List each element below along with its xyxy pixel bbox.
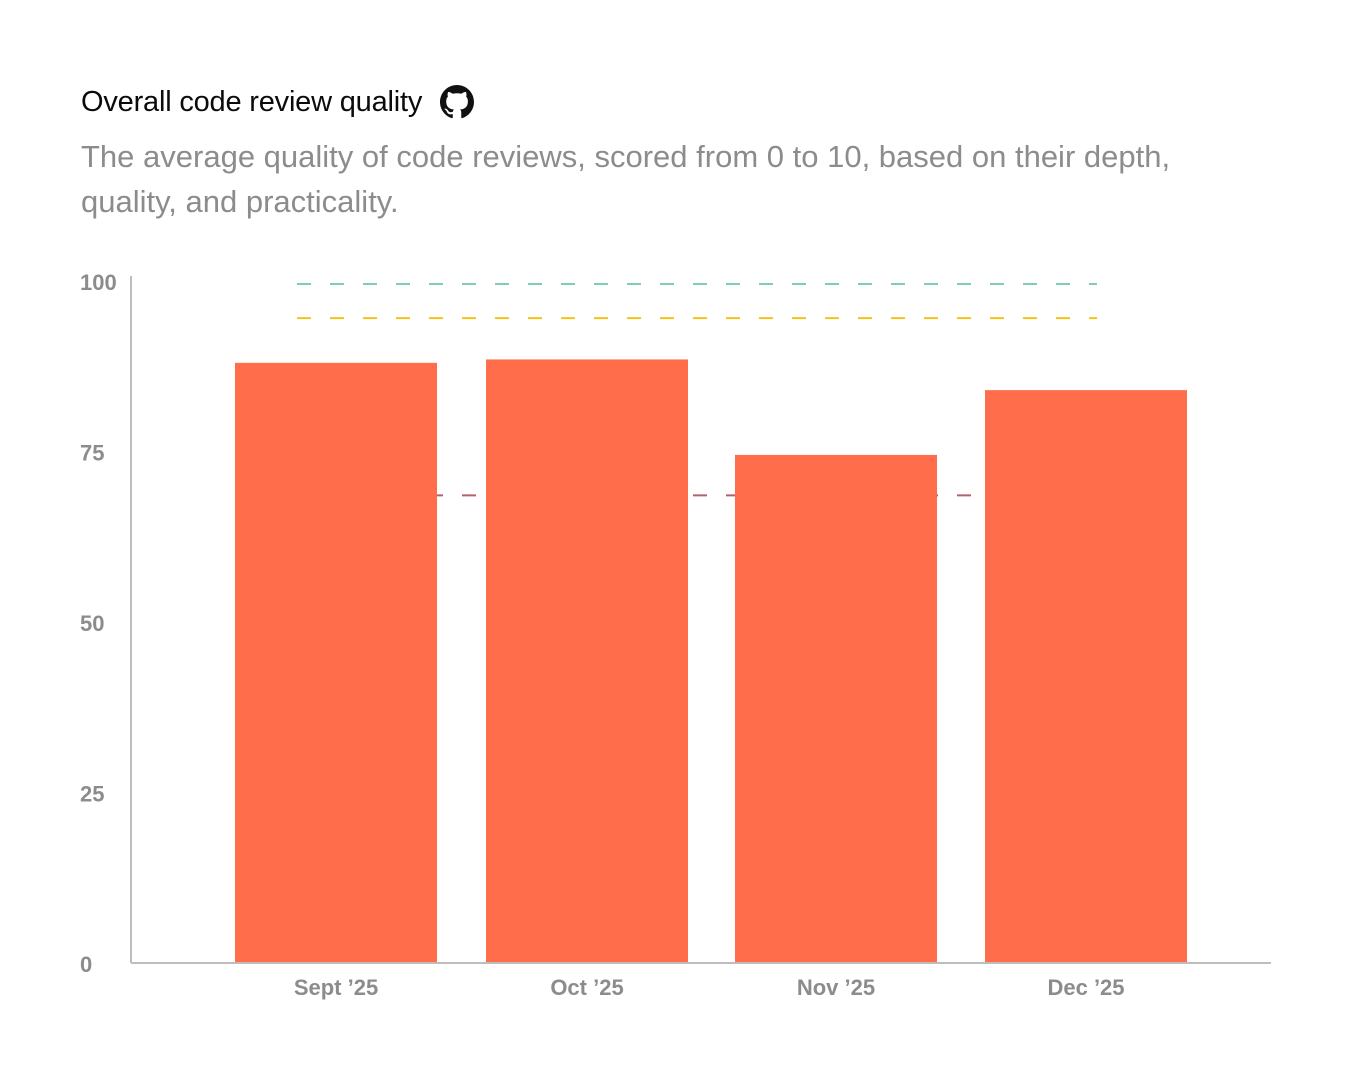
bar-3	[985, 390, 1187, 962]
y-tick-label-0: 0	[80, 952, 92, 977]
y-tick-label-3: 75	[80, 441, 104, 466]
bar-2	[735, 454, 937, 962]
y-tick-label-2: 50	[80, 611, 104, 636]
x-axis-labels: Sept ’25 Oct ’25 Nov ’25 Dec ’25	[294, 975, 1125, 1000]
bars	[235, 359, 1187, 963]
chart-subtitle: The average quality of code reviews, sco…	[81, 139, 1171, 219]
y-tick-label-1: 25	[80, 782, 104, 807]
chart-title: Overall code review quality	[81, 85, 423, 118]
title-row: Overall code review quality	[81, 82, 1261, 122]
y-axis-ticks: 0 25 50 75 100	[80, 270, 117, 977]
github-icon	[440, 85, 475, 119]
bar-0	[235, 362, 437, 963]
x-category-label-0: Sept ’25	[294, 975, 378, 1000]
chart-header: Overall code review quality The average …	[81, 82, 1261, 224]
bar-1	[486, 359, 688, 962]
y-tick-label-4: 100	[80, 270, 117, 295]
x-category-label-3: Dec ’25	[1047, 975, 1124, 1000]
x-category-label-1: Oct ’25	[550, 975, 623, 1000]
x-category-label-2: Nov ’25	[797, 975, 875, 1000]
